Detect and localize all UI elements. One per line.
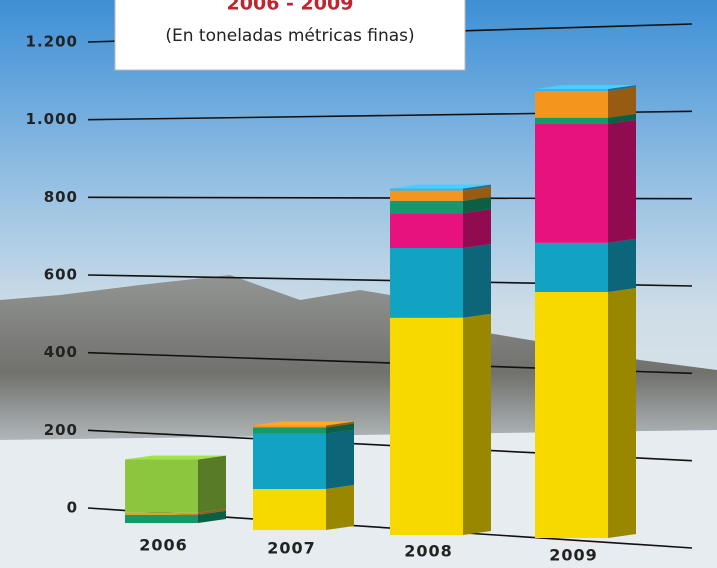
bar-segment — [125, 459, 198, 513]
bar-segment-side — [463, 196, 491, 214]
bar-segment-side — [198, 510, 226, 523]
bar-segment — [390, 188, 463, 191]
bar-segment-side — [608, 113, 636, 124]
bar-segment-side — [198, 455, 226, 513]
bar-segment — [253, 425, 326, 428]
bar-segment-side — [326, 423, 354, 434]
bar-segment-side — [608, 288, 636, 538]
bar-segment-side — [198, 508, 226, 515]
bar-segment-side — [608, 238, 636, 292]
bar-segment-side — [326, 429, 354, 489]
bar-segment-side — [463, 184, 491, 191]
bar-segment — [390, 190, 463, 201]
bar-segment — [535, 242, 608, 292]
x-tick-label: 2009 — [549, 546, 598, 565]
bar-segment — [390, 248, 463, 318]
bar-segment — [390, 317, 463, 535]
bar-segment — [253, 489, 326, 530]
bar-segment — [535, 292, 608, 538]
bar-segment-side — [608, 87, 636, 118]
bar-top — [125, 455, 226, 460]
bar-top — [253, 421, 354, 426]
y-tick-label: 0 — [67, 499, 78, 517]
bar-segment-side — [463, 209, 491, 248]
bar-segment — [535, 89, 608, 92]
bar-segment — [253, 427, 326, 434]
x-tick-label: 2007 — [267, 539, 316, 558]
y-tick-label: 400 — [44, 343, 78, 361]
y-tick-label: 800 — [44, 188, 78, 206]
y-tick-label: 600 — [44, 266, 78, 284]
bar-segment — [535, 117, 608, 124]
bar-segment-side — [463, 186, 491, 201]
chart-subtitle: (En toneladas métricas finas) — [165, 26, 414, 46]
y-tick-label: 1.200 — [26, 33, 78, 51]
x-tick-label: 2008 — [404, 542, 453, 561]
bar-segment-side — [326, 421, 354, 428]
title-box — [114, 0, 466, 71]
bar-segment-side — [463, 313, 491, 535]
y-tick-label: 200 — [44, 421, 78, 439]
bar-top — [390, 184, 491, 189]
bar-segment — [390, 213, 463, 248]
bar-segment — [390, 200, 463, 214]
x-tick-label: 2006 — [139, 536, 188, 555]
bar-segment — [253, 433, 326, 489]
bar-segment — [125, 512, 198, 515]
y-tick-label: 1.000 — [26, 110, 78, 128]
bar-segment — [125, 514, 198, 523]
bar-segment-side — [608, 85, 636, 92]
bar-segment — [535, 123, 608, 243]
bar-segment — [535, 91, 608, 118]
bar-segment-side — [326, 485, 354, 530]
bar-segment-side — [463, 244, 491, 318]
chart-title: 2006 - 2009 — [227, 0, 354, 15]
bar-segment-side — [608, 119, 636, 243]
bar-top — [535, 85, 636, 90]
